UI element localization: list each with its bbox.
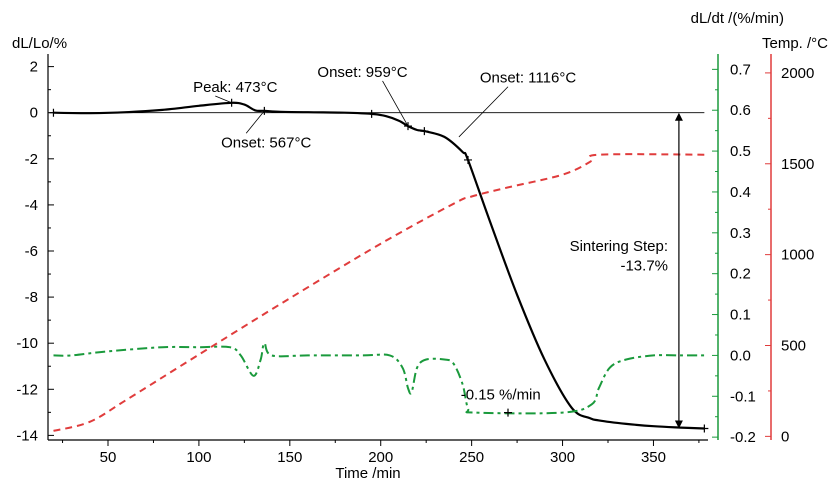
x-tick-label: 300 [550,449,575,466]
plus-marker [700,424,709,433]
right1-tick-label: 0.2 [730,266,751,283]
x-tick-label: 150 [277,449,302,466]
left-tick-label: -4 [25,197,38,214]
annotation-leader [215,95,232,104]
plus-marker [367,109,376,118]
dl-dt-series-line [53,342,705,415]
dl-lo-series-line [53,101,705,430]
annotation-leader [458,86,509,138]
annotation-label: Onset: 1116°C [480,70,576,87]
annotation-leader [382,80,409,127]
right2-tick-label: 1500 [781,156,814,173]
plus-marker [260,106,269,115]
arrow-head-up [674,112,683,121]
right1-tick-label: 0.0 [730,347,751,364]
right2-axis-title: Temp. /°C [762,35,828,52]
right1-tick-label: -0.1 [730,388,756,405]
left-tick-label: -6 [25,243,38,260]
annotation-label: -0.15 %/min [461,387,541,404]
right1-tick-label: 0.5 [730,143,751,160]
annotation-label: Onset: 567°C [221,134,311,151]
annotation-label: Peak: 473°C [193,79,278,96]
left-tick-label: -8 [25,289,38,306]
right2-tick-label: 2000 [781,65,814,82]
x-tick-label: 250 [459,449,484,466]
annotation-label: Onset: 959°C [317,64,407,81]
plus-marker [404,122,412,131]
left-tick-label: -10 [16,335,38,352]
right2-tick-label: 1000 [781,247,814,264]
series-group [53,101,705,432]
left-axis-title: dL/Lo/% [12,35,67,52]
x-tick-label: 350 [641,449,666,466]
x-tick-label: 200 [368,449,393,466]
x-tick-label: 50 [100,449,117,466]
right1-tick-label: 0.4 [730,184,751,201]
right1-axis-title: dL/dt /(%/min) [691,10,784,27]
plus-marker [464,155,472,164]
left-tick-label: 2 [30,59,38,76]
left-tick-label: -14 [16,427,38,444]
plus-marker [504,408,512,417]
temperature-series-line [53,153,705,432]
annotation-label: -13.7% [620,258,668,275]
marker-group [49,98,709,433]
plus-marker [420,127,429,136]
right1-tick-label: 0.3 [730,225,751,242]
right1-tick-label: 0.1 [730,307,751,324]
left-tick-label: -2 [25,151,38,168]
right2-tick-label: 500 [781,338,806,355]
x-axis-title: Time /min [335,465,400,482]
right2-tick-label: 0 [781,428,789,445]
left-tick-label: -12 [16,381,38,398]
left-tick-label: 0 [30,105,38,122]
annotation-leader [245,110,265,134]
right1-tick-label: 0.7 [730,61,751,78]
annotation-group: Peak: 473°C Onset: 567°C Onset: 959°C Onset… [193,64,683,429]
annotation-label: Sintering Step: [570,238,668,255]
arrow-head-down [674,420,683,429]
right1-tick-label: 0.6 [730,102,751,119]
axes-group: 50 100 150 200 250 300 350 Time /min 2 0 -2 -4 -6 -8 -… [12,10,828,482]
x-tick-label: 100 [186,449,211,466]
right1-tick-label: -0.2 [730,429,756,446]
